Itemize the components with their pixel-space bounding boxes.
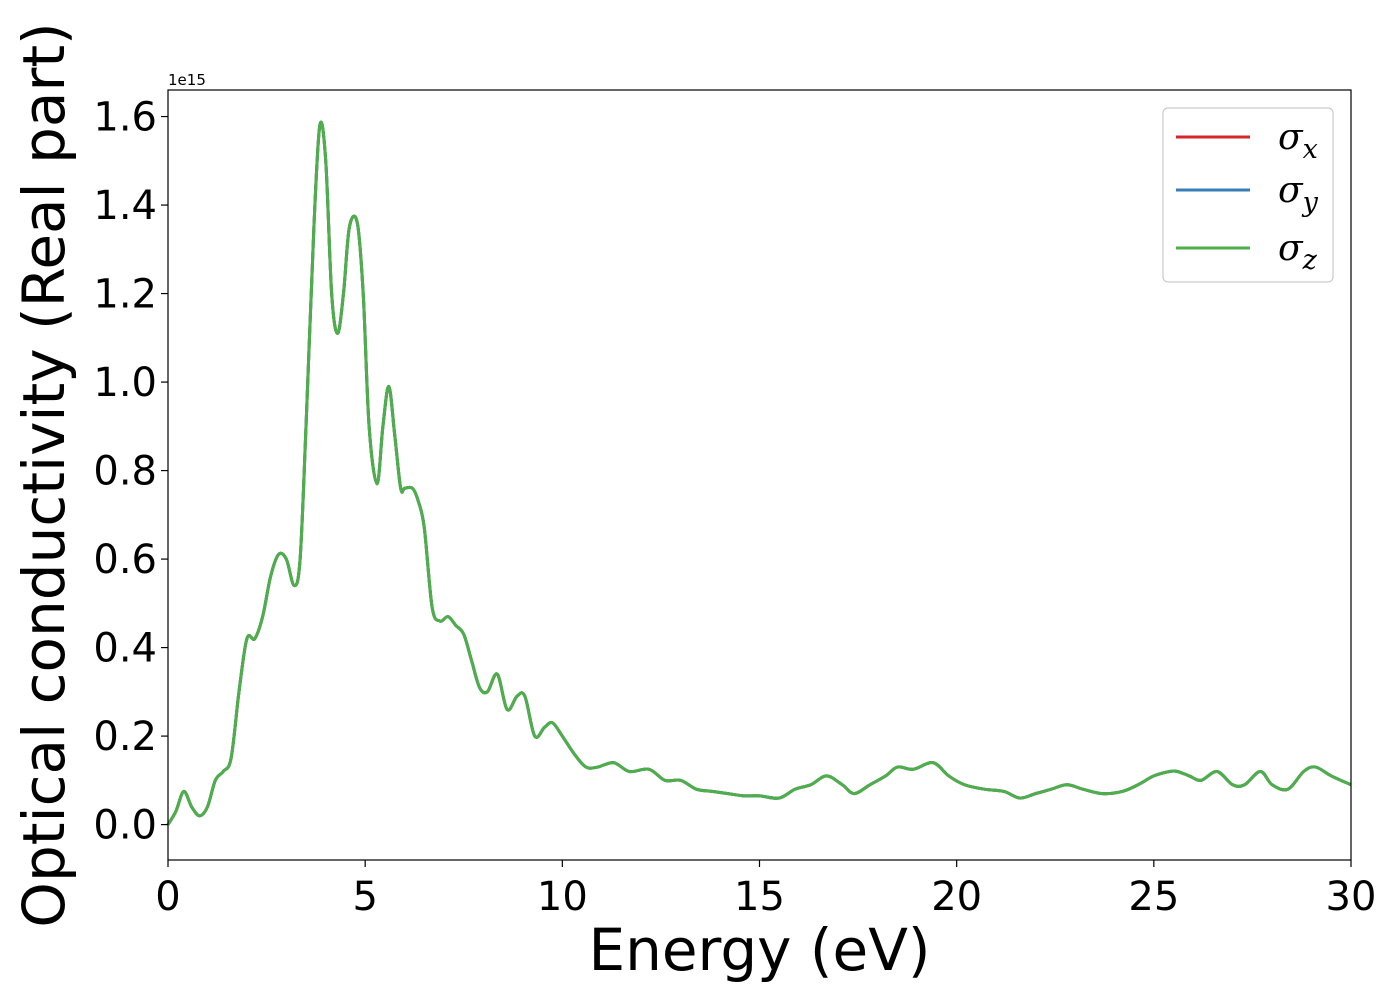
x-tick-label: 10 (537, 874, 588, 920)
plot-lines (166, 120, 1352, 826)
x-axis-label: Energy (eV) (588, 916, 930, 984)
y-tick-label: 1.0 (93, 360, 157, 406)
y-tick-label: 0.2 (93, 714, 157, 760)
x-tick-label: 5 (352, 874, 377, 920)
y-tick-label: 0.6 (93, 537, 157, 583)
legend-label: σx (1278, 117, 1318, 165)
y-tick-label: 1.2 (93, 272, 157, 318)
x-tick-label: 25 (1128, 874, 1179, 920)
y-axis-label: Optical conductivity (Real part) (10, 22, 78, 927)
y-offset-label: 1e15 (168, 71, 206, 89)
y-tick-label: 0.0 (93, 803, 157, 849)
x-axis-ticks: 0 5 10 15 20 25 30 (155, 860, 1376, 920)
y-axis-ticks: 0.0 0.2 0.4 0.6 0.8 1.0 1.2 1.4 1.6 (93, 95, 168, 849)
legend-symbol: σ (1278, 170, 1304, 211)
legend-subscript: y (1302, 187, 1319, 218)
legend-label: σy (1278, 170, 1319, 218)
y-tick-label: 1.6 (93, 95, 157, 141)
series-line-3 (166, 120, 1352, 826)
y-tick-label: 1.4 (93, 183, 157, 229)
x-tick-label: 20 (931, 874, 982, 920)
x-tick-label: 0 (155, 874, 180, 920)
y-tick-label: 0.4 (93, 626, 157, 672)
x-tick-label: 30 (1326, 874, 1377, 920)
legend-subscript: z (1302, 245, 1318, 276)
legend-symbol: σ (1278, 117, 1304, 158)
y-tick-label: 0.8 (93, 449, 157, 495)
legend-symbol: σ (1278, 228, 1304, 269)
legend-subscript: x (1303, 134, 1318, 165)
x-tick-label: 15 (734, 874, 785, 920)
legend-label: σz (1278, 228, 1318, 276)
legend-box (1162, 107, 1334, 283)
